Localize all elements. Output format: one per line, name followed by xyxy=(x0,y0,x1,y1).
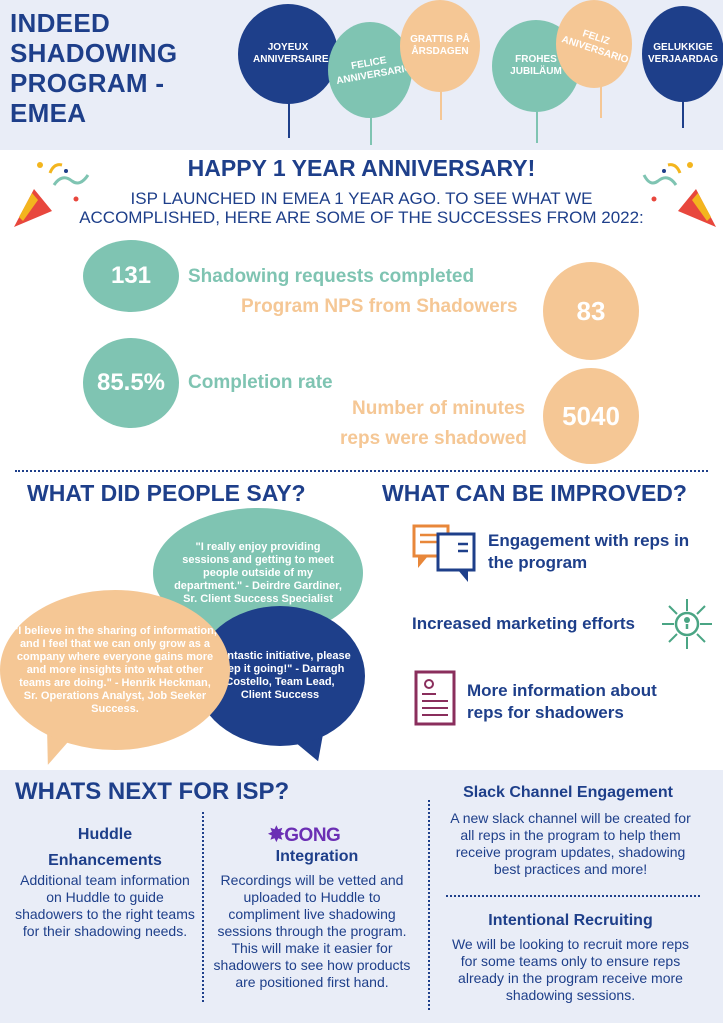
stat-value-requests: 131 xyxy=(83,240,179,312)
improve-item-marketing: Increased marketing efforts xyxy=(412,614,635,633)
stat-label-nps: Program NPS from Shadowers xyxy=(241,296,518,317)
balloon-felice: FELICE ANNIVERSARIO xyxy=(328,22,413,118)
gong-body: Recordings will be vetted and uploaded t… xyxy=(213,872,411,990)
stat-value-nps: 83 xyxy=(543,262,639,360)
balloon-text: GELUKKIGE VERJAARDAG xyxy=(647,42,718,65)
balloon-string xyxy=(682,100,684,128)
quote-text: "I believe in the sharing of information… xyxy=(13,624,217,715)
balloon-text: FELIZ ANIVERSARIO xyxy=(560,28,630,67)
huddle-title: Huddle Enhancements xyxy=(48,826,162,869)
balloon-string xyxy=(600,84,602,118)
column-divider xyxy=(202,812,204,1002)
stat-label-completion: Completion rate xyxy=(188,372,333,393)
column-divider xyxy=(428,800,430,1010)
quote-text: "Fantastic initiative, please keep it go… xyxy=(209,650,351,701)
stat-label-minutes-line1: Number of minutes xyxy=(352,398,526,419)
gong-logo: ✸GONG xyxy=(268,824,341,846)
balloon-joyeux: JOYEUX ANNIVERSAIRE xyxy=(238,4,338,104)
balloon-text: FROHES JUBILÄUM xyxy=(510,54,562,77)
improve-item-engagement: Engagement with reps in the program xyxy=(488,531,690,572)
balloon-gelukkige: GELUKKIGE VERJAARDAG xyxy=(642,6,723,102)
party-popper-icon xyxy=(642,162,716,227)
balloon-grattis: GRATTIS PÅ ÅRSDAGEN xyxy=(400,0,480,92)
balloon-string xyxy=(536,108,538,143)
balloon-string xyxy=(440,88,442,120)
quote-text: "I really enjoy providing sessions and g… xyxy=(174,540,342,605)
section-divider xyxy=(15,470,708,472)
balloon-string xyxy=(370,115,372,145)
balloon-text: JOYEUX ANNIVERSAIRE xyxy=(253,42,329,65)
document-icon xyxy=(414,670,456,726)
page-title: INDEED SHADOWING PROGRAM - EMEA xyxy=(10,8,178,128)
improved-heading: WHAT CAN BE IMPROVED? xyxy=(382,480,687,506)
huddle-body: Additional team information on Huddle to… xyxy=(15,872,195,939)
stat-label-requests: Shadowing requests completed xyxy=(188,266,475,287)
recruiting-body: We will be looking to recruit more reps … xyxy=(451,936,690,1003)
gong-title: Integration xyxy=(275,848,359,865)
anniversary-title: HAPPY 1 YEAR ANNIVERSARY! xyxy=(187,155,536,181)
stat-value-completion: 85.5% xyxy=(83,338,179,428)
balloon-string xyxy=(288,100,290,138)
stat-value-minutes: 5040 xyxy=(543,368,639,464)
slack-body: A new slack channel will be created for … xyxy=(450,810,691,877)
row-divider xyxy=(446,895,700,897)
balloon-text: FELICE ANNIVERSARIO xyxy=(335,55,413,87)
anniversary-intro: ISP LAUNCHED IN EMEA 1 YEAR AGO. TO SEE … xyxy=(79,189,644,227)
conversation-icon xyxy=(412,524,476,582)
slack-title: Slack Channel Engagement xyxy=(463,784,673,801)
network-icon xyxy=(662,599,712,649)
quote-bubble-henrik: "I believe in the sharing of information… xyxy=(0,590,230,750)
party-popper-icon xyxy=(14,162,90,227)
gong-logo-text: GONG xyxy=(284,825,341,846)
next-heading: WHATS NEXT FOR ISP? xyxy=(15,778,290,805)
balloon-feliz: FELIZ ANIVERSARIO xyxy=(556,0,632,88)
stat-label-minutes-line2: reps were shadowed xyxy=(340,428,527,449)
people-say-heading: WHAT DID PEOPLE SAY? xyxy=(27,480,306,506)
quote-bubble-darragh: "Fantastic initiative, please keep it go… xyxy=(195,606,365,746)
recruiting-title: Intentional Recruiting xyxy=(488,912,653,929)
balloon-text: GRATTIS PÅ ÅRSDAGEN xyxy=(410,34,470,57)
improve-item-information: More information about reps for shadower… xyxy=(467,681,657,722)
